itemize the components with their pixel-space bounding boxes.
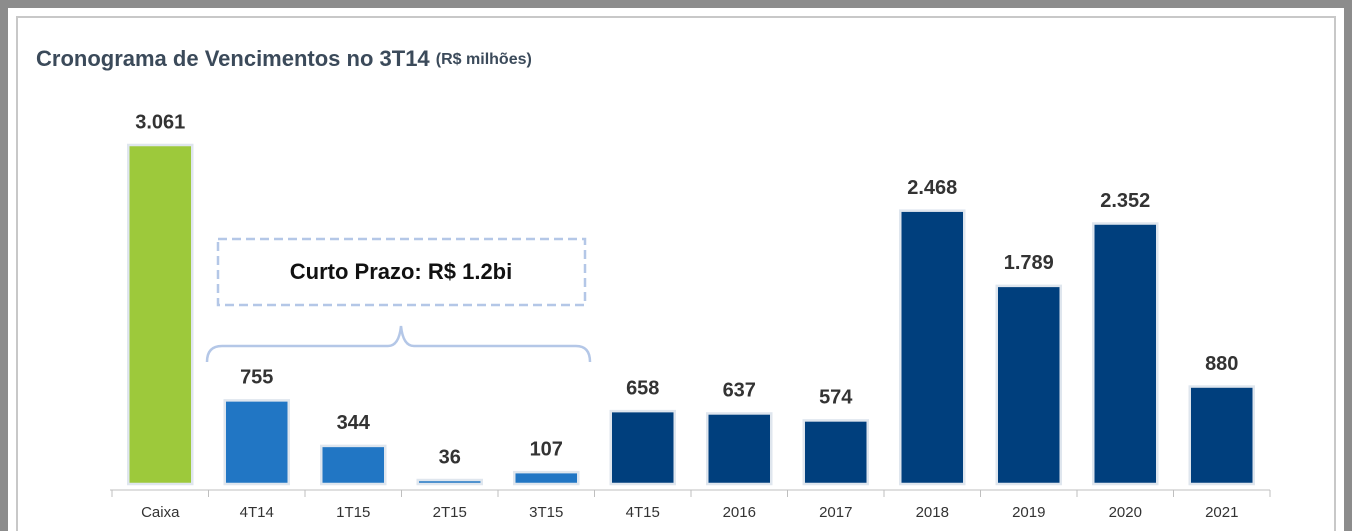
bar xyxy=(609,409,676,486)
x-tick-label: 2020 xyxy=(1109,504,1142,521)
value-label: 574 xyxy=(819,387,853,409)
bar xyxy=(320,444,387,486)
bar xyxy=(513,470,580,486)
bar xyxy=(416,478,483,486)
bar xyxy=(223,399,290,486)
x-tick-label: 2T15 xyxy=(433,504,467,521)
x-tick-label: 2016 xyxy=(723,504,756,521)
value-label: 880 xyxy=(1205,353,1238,375)
bar xyxy=(802,419,869,486)
value-label: 36 xyxy=(439,446,461,468)
x-tick-label: 4T14 xyxy=(240,504,274,521)
bar xyxy=(995,284,1062,486)
value-label: 755 xyxy=(240,367,273,389)
value-label: 107 xyxy=(530,438,563,460)
x-tick-label: 2017 xyxy=(819,504,852,521)
value-label: 2.352 xyxy=(1100,190,1150,212)
x-tick-label: 3T15 xyxy=(529,504,563,521)
bar xyxy=(1092,222,1159,486)
title-main: Cronograma de Vencimentos no 3T14 xyxy=(36,46,430,71)
x-tick-label: 2019 xyxy=(1012,504,1045,521)
frame-right xyxy=(1344,0,1352,531)
chart-subtitle: (R$ milhões) xyxy=(436,51,532,68)
frame-left xyxy=(0,0,8,531)
bar xyxy=(899,209,966,486)
frame-top xyxy=(0,0,1352,8)
bar xyxy=(706,412,773,486)
x-tick-label: 1T15 xyxy=(336,504,370,521)
bar xyxy=(127,143,194,486)
x-tick-label: 4T15 xyxy=(626,504,660,521)
annotation-box xyxy=(216,237,587,307)
value-label: 2.468 xyxy=(907,177,957,199)
x-tick-label: 2018 xyxy=(916,504,949,521)
chart-title: Cronograma de Vencimentos no 3T14 (R$ mi… xyxy=(36,46,532,71)
x-tick-label: Caixa xyxy=(141,504,180,521)
value-label: 1.789 xyxy=(1004,252,1054,274)
value-label: 658 xyxy=(626,377,659,399)
value-label: 3.061 xyxy=(135,111,185,133)
bar xyxy=(1188,385,1255,486)
annotation: Curto Prazo: R$ 1.2bi xyxy=(290,259,512,284)
x-tick-label: 2021 xyxy=(1205,504,1238,521)
bracket xyxy=(205,325,592,363)
panel-border xyxy=(16,16,1336,531)
value-label: 344 xyxy=(337,412,371,434)
value-label: 637 xyxy=(723,380,756,402)
